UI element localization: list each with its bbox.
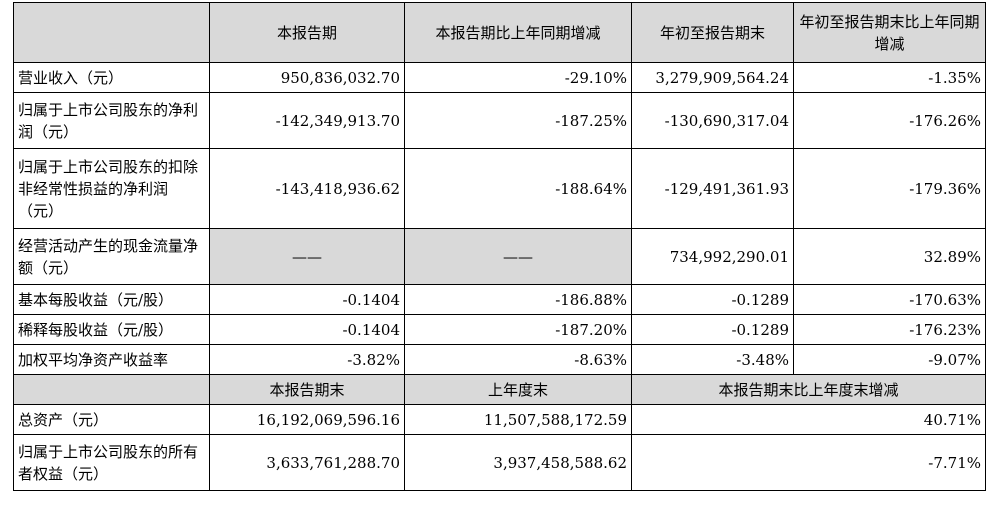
header-current-period-yoy: 本报告期比上年同期增减 xyxy=(404,2,632,63)
table-row: 基本每股收益（元/股） -0.1404 -186.88% -0.1289 -17… xyxy=(13,284,986,315)
table-row: 经营活动产生的现金流量净额（元） —— —— 734,992,290.01 32… xyxy=(13,228,986,285)
cell-value: -187.20% xyxy=(404,314,632,345)
cell-value: 3,633,761,288.70 xyxy=(209,434,405,491)
cell-value: 40.71% xyxy=(631,404,986,435)
cell-value: -1.35% xyxy=(793,62,986,93)
cell-value: -3.48% xyxy=(631,344,794,375)
row-label: 归属于上市公司股东的扣除非经常性损益的净利润（元） xyxy=(13,148,210,229)
row-label: 归属于上市公司股东的净利润（元） xyxy=(13,92,210,149)
cell-value: 11,507,588,172.59 xyxy=(404,404,632,435)
row-label: 加权平均净资产收益率 xyxy=(13,344,210,375)
cell-value: 32.89% xyxy=(793,228,986,285)
cell-value: -9.07% xyxy=(793,344,986,375)
row-label: 稀释每股收益（元/股） xyxy=(13,314,210,345)
cell-value: -176.26% xyxy=(793,92,986,149)
cell-dash: —— xyxy=(209,228,405,285)
cell-value: -7.71% xyxy=(631,434,986,491)
row-label: 经营活动产生的现金流量净额（元） xyxy=(13,228,210,285)
cell-value: -179.36% xyxy=(793,148,986,229)
table-row: 归属于上市公司股东的净利润（元） -142,349,913.70 -187.25… xyxy=(13,92,986,149)
header-prior-year-end: 上年度末 xyxy=(404,374,632,405)
cell-value: -186.88% xyxy=(404,284,632,315)
cell-value: 734,992,290.01 xyxy=(631,228,794,285)
header-period-end: 本报告期末 xyxy=(209,374,405,405)
cell-value: -142,349,913.70 xyxy=(209,92,405,149)
table-row: 加权平均净资产收益率 -3.82% -8.63% -3.48% -9.07% xyxy=(13,344,986,375)
cell-value: -0.1404 xyxy=(209,284,405,315)
header-ytd: 年初至报告期末 xyxy=(631,2,794,63)
cell-value: -176.23% xyxy=(793,314,986,345)
table-row: 总资产（元） 16,192,069,596.16 11,507,588,172.… xyxy=(13,404,986,435)
header-change-vs-prior-year-end: 本报告期末比上年度末增减 xyxy=(631,374,986,405)
cell-dash: —— xyxy=(404,228,632,285)
header-ytd-yoy: 年初至报告期末比上年同期增减 xyxy=(793,2,986,63)
cell-value: -129,491,361.93 xyxy=(631,148,794,229)
table-row: 归属于上市公司股东的所有者权益（元） 3,633,761,288.70 3,93… xyxy=(13,434,986,491)
cell-value: -187.25% xyxy=(404,92,632,149)
header-row-balance: 本报告期末 上年度末 本报告期末比上年度末增减 xyxy=(13,374,986,405)
cell-value: -130,690,317.04 xyxy=(631,92,794,149)
cell-value: -0.1289 xyxy=(631,284,794,315)
header-row: 本报告期 本报告期比上年同期增减 年初至报告期末 年初至报告期末比上年同期增减 xyxy=(13,2,986,63)
cell-value: -3.82% xyxy=(209,344,405,375)
cell-value: -170.63% xyxy=(793,284,986,315)
header-corner xyxy=(13,374,210,405)
cell-value: -0.1404 xyxy=(209,314,405,345)
cell-value: 3,937,458,588.62 xyxy=(404,434,632,491)
row-label: 基本每股收益（元/股） xyxy=(13,284,210,315)
cell-value: -29.10% xyxy=(404,62,632,93)
cell-value: -188.64% xyxy=(404,148,632,229)
row-label: 营业收入（元） xyxy=(13,62,210,93)
row-label: 归属于上市公司股东的所有者权益（元） xyxy=(13,434,210,491)
financial-summary-table: 本报告期 本报告期比上年同期增减 年初至报告期末 年初至报告期末比上年同期增减 … xyxy=(13,2,986,491)
cell-value: -8.63% xyxy=(404,344,632,375)
table-row: 稀释每股收益（元/股） -0.1404 -187.20% -0.1289 -17… xyxy=(13,314,986,345)
cell-value: -0.1289 xyxy=(631,314,794,345)
cell-value: 950,836,032.70 xyxy=(209,62,405,93)
table-row: 营业收入（元） 950,836,032.70 -29.10% 3,279,909… xyxy=(13,62,986,93)
row-label: 总资产（元） xyxy=(13,404,210,435)
table-row: 归属于上市公司股东的扣除非经常性损益的净利润（元） -143,418,936.6… xyxy=(13,148,986,229)
cell-value: -143,418,936.62 xyxy=(209,148,405,229)
header-current-period: 本报告期 xyxy=(209,2,405,63)
header-corner xyxy=(13,2,210,63)
cell-value: 3,279,909,564.24 xyxy=(631,62,794,93)
cell-value: 16,192,069,596.16 xyxy=(209,404,405,435)
